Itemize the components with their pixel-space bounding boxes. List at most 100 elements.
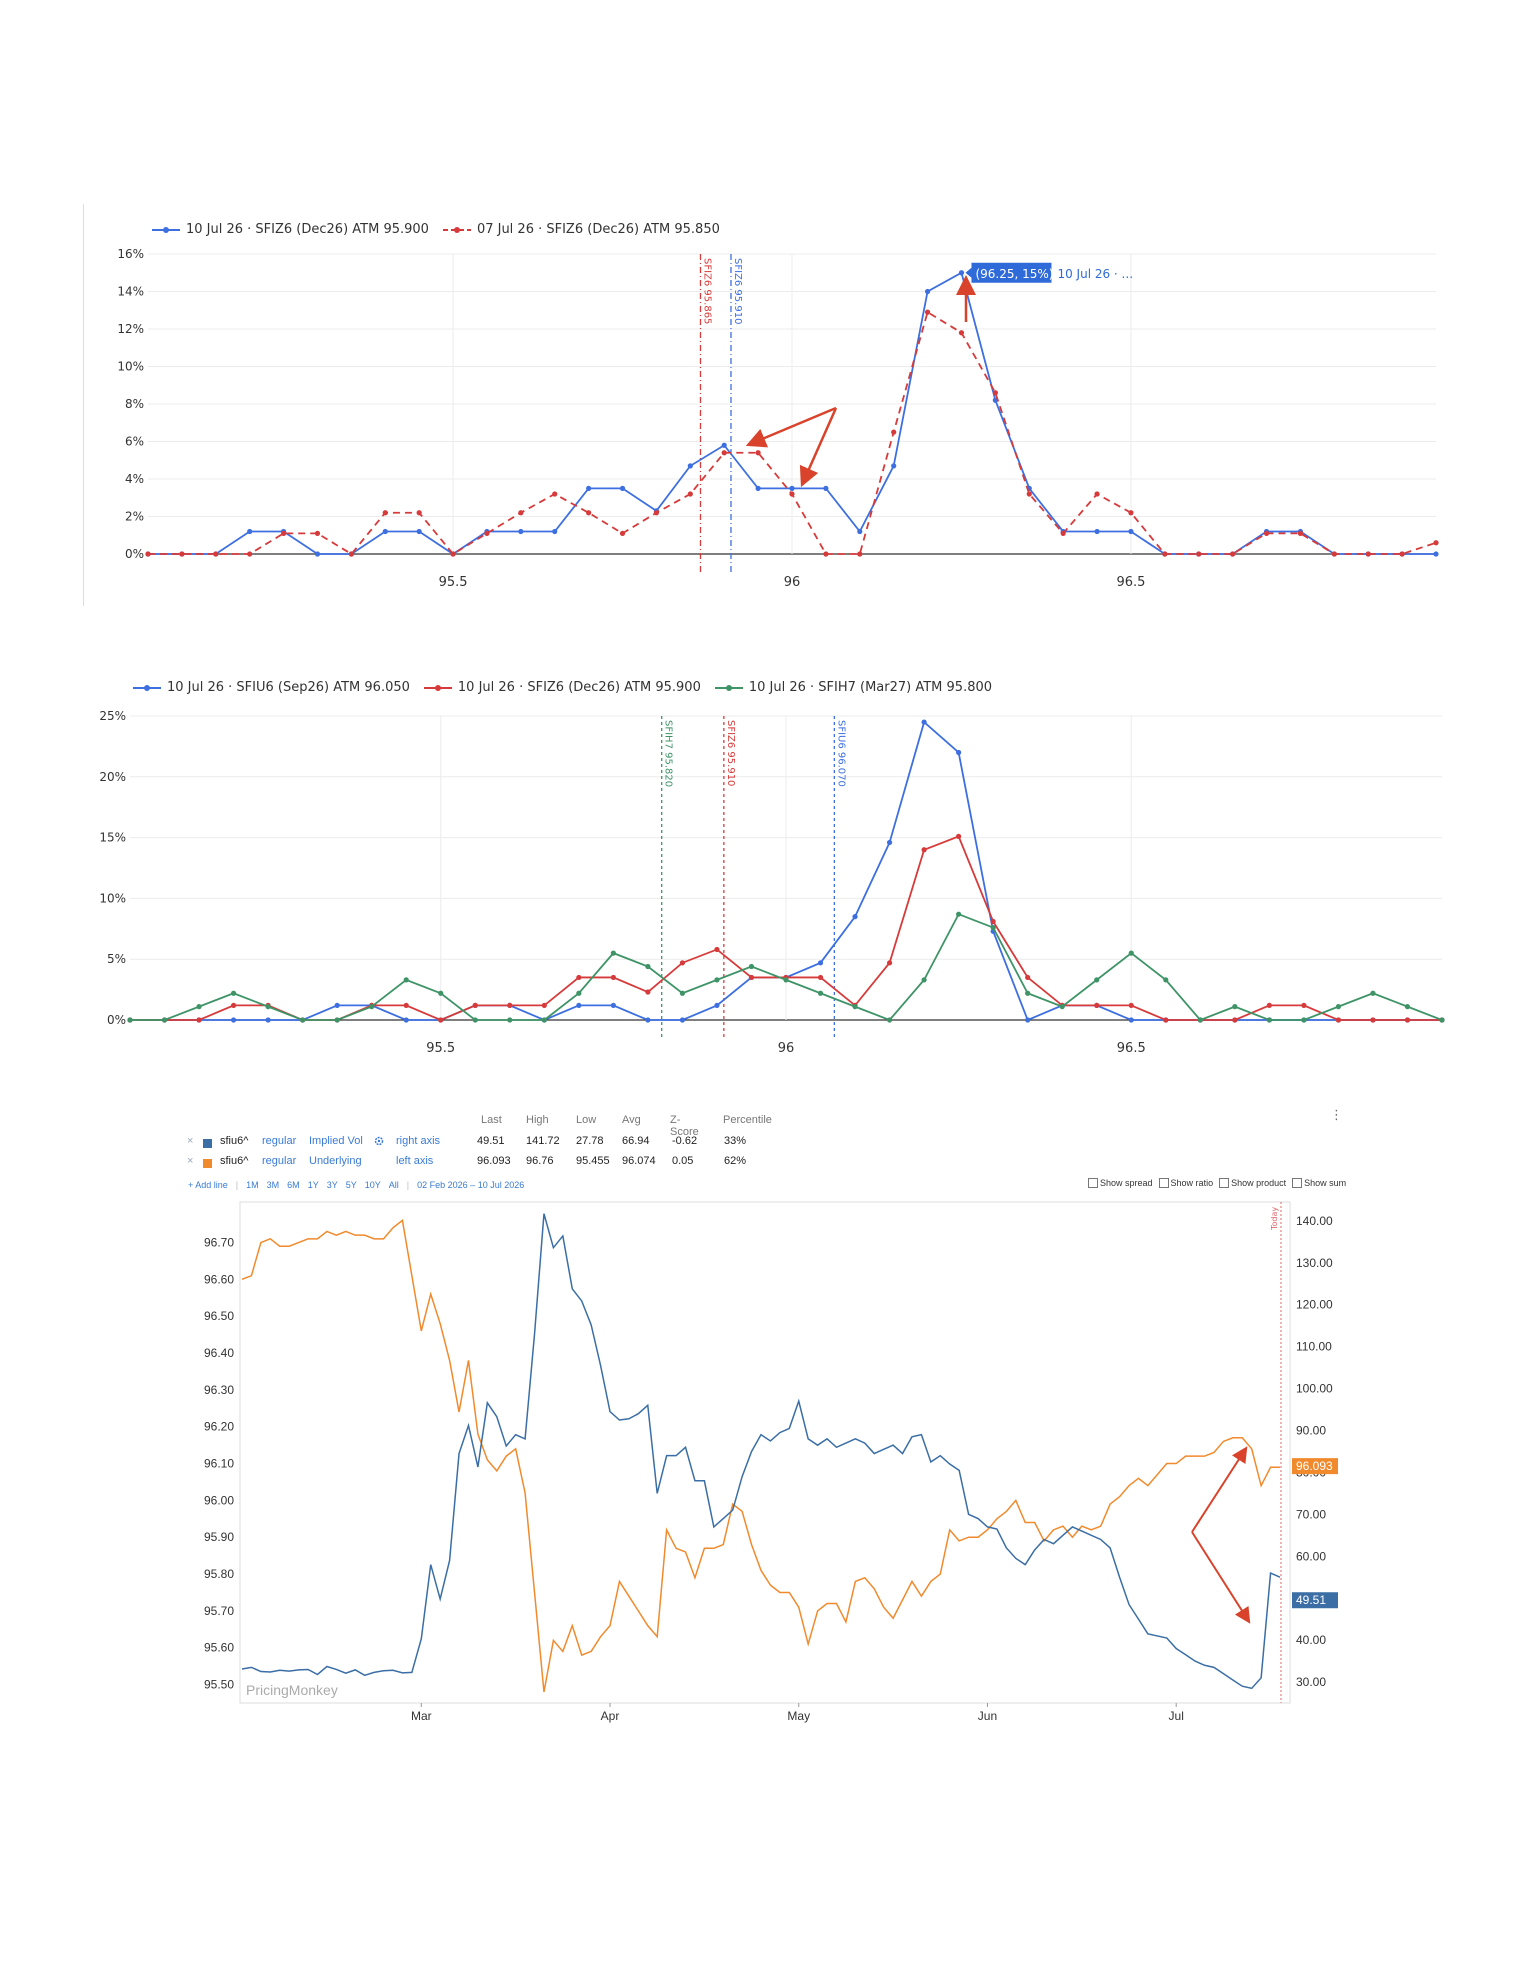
y-tick-label: 2% [125,510,144,524]
chart1-left-border [83,204,84,606]
data-point-1 [1433,551,1439,557]
vol-type-link[interactable]: regular [262,1135,297,1147]
range-3m-button[interactable]: 3M [266,1180,280,1190]
data-point-3 [1197,1017,1203,1023]
underlying-axis-link[interactable]: left axis [396,1155,434,1167]
y-tick-label: 10% [99,891,126,905]
annotation-arrow [745,406,837,448]
data-point-1 [817,960,824,966]
data-point-2 [1365,551,1371,557]
show-spread-checkbox[interactable]: Show spread [1088,1178,1153,1188]
range-5y-button[interactable]: 5Y [345,1180,357,1190]
data-point-1 [314,551,321,557]
data-point-2 [1162,551,1168,557]
gear-icon[interactable] [373,1135,385,1150]
chart2-legend-item-2[interactable]: 10 Jul 26 · SFIZ6 (Dec26) ATM 95.900 [423,680,701,695]
data-point-1 [721,442,727,448]
remove-line-icon[interactable]: × [187,1135,194,1147]
range-all-button[interactable]: All [388,1180,399,1190]
left-axis-tick: 95.70 [204,1604,234,1618]
y-tick-label: 12% [117,322,144,336]
header-low: Low [576,1114,597,1126]
chart1-legend: 10 Jul 26 · SFIZ6 (Dec26) ATM 95.900 07 … [152,222,720,237]
chart1-legend-item-2[interactable]: 07 Jul 26 · SFIZ6 (Dec26) ATM 95.850 [442,222,720,237]
data-point-2 [817,974,824,981]
blue-line-marker-icon [133,684,161,691]
data-point-2 [1399,551,1405,557]
show-ratio-checkbox[interactable]: Show ratio [1158,1178,1213,1188]
y-tick-label: 16% [117,247,144,261]
data-point-3 [1301,1017,1307,1023]
left-axis-tick: 96.00 [204,1493,234,1507]
data-point-1 [382,528,388,535]
show-sum-checkbox[interactable]: Show sum [1292,1178,1346,1188]
data-point-1 [416,528,422,535]
data-point-3 [1025,990,1031,996]
data-point-1 [518,528,524,535]
range-6m-button[interactable]: 6M [287,1180,300,1190]
chart2-plot[interactable]: 0% 5% 10% 15% 20% 25% 95.5 96 96.5 SFIH7 95.820 SF… [0,0,1530,1090]
chart1-plot[interactable]: 0% 2% 4% 6% 8% 10% 12% 14% 16% 95.5 96 96.5 SFIZ6 95… [0,0,1530,620]
data-point-1 [823,485,829,491]
data-point-1 [576,1002,582,1009]
data-point-2 [755,450,761,456]
chart2-legend-item-3[interactable]: 10 Jul 26 · SFIH7 (Mar27) ATM 95.800 [714,680,992,695]
vol-swatch [203,1137,216,1149]
header-last: Last [481,1114,502,1126]
range-1m-button[interactable]: 1M [246,1180,259,1190]
data-point-1 [886,839,893,846]
chart3-plot[interactable]: 96.70 96.60 96.50 96.40 96.30 96.20 96.10 96.00… [0,0,1530,1760]
vol-last-flag [1292,1592,1338,1609]
data-point-2 [1060,530,1066,536]
chart1-legend-label-2: 07 Jul 26 · SFIZ6 (Dec26) ATM 95.850 [476,222,720,237]
data-point-1 [857,528,863,535]
data-point-2 [230,1002,237,1009]
series-row-vol: × sfiu6^ regular Implied Vol right axis … [0,1135,900,1149]
header-percentile: Percentile [723,1114,772,1126]
atm-line-label: SFIZ6 95.865 [701,258,712,324]
data-point-3 [783,977,789,983]
chart1-legend-item-1[interactable]: 10 Jul 26 · SFIZ6 (Dec26) ATM 95.900 [152,222,429,237]
underlying-type-link[interactable]: regular [262,1155,297,1167]
plot-frame [239,1201,1291,1704]
data-point-1 [956,749,962,756]
data-point-2 [541,1002,547,1009]
data-point-1 [891,463,897,469]
range-1y-button[interactable]: 1Y [307,1180,319,1190]
date-range-picker[interactable]: 02 Feb 2026 – 10 Jul 2026 [417,1180,524,1190]
left-axis-tick: 95.90 [204,1530,234,1544]
data-point-1 [610,1002,616,1009]
vol-measure-link[interactable]: Implied Vol [309,1135,363,1147]
data-point-2 [247,551,253,557]
x-tick-label: 96 [784,575,801,590]
vol-axis-link[interactable]: right axis [396,1135,441,1147]
left-axis-tick: 96.40 [204,1346,234,1360]
x-tick-label: 96 [778,1041,795,1056]
data-point-2 [1094,1002,1100,1009]
data-point-2 [348,551,354,557]
data-point-1 [755,485,761,491]
data-point-3 [576,990,582,996]
data-point-2 [1433,540,1439,546]
show-product-checkbox[interactable]: Show product [1219,1178,1286,1188]
data-point-3 [679,990,686,996]
data-point-2 [484,530,490,536]
x-tick-label: 95.5 [439,575,468,590]
data-point-3 [886,1017,893,1023]
chart2-legend-item-1[interactable]: 10 Jul 26 · SFIU6 (Sep26) ATM 96.050 [133,680,410,695]
data-point-2 [1196,551,1202,557]
data-point-1 [619,485,626,491]
right-axis-tick: 140.00 [1296,1214,1333,1228]
more-menu-icon[interactable]: ⋮ [1330,1108,1343,1123]
range-3y-button[interactable]: 3Y [326,1180,338,1190]
data-point-2 [179,551,185,557]
underlying-measure-link[interactable]: Underlying [309,1155,362,1167]
chart2-legend-label-1: 10 Jul 26 · SFIU6 (Sep26) ATM 96.050 [167,680,410,695]
y-tick-label: 5% [107,952,126,966]
add-line-button[interactable]: + Add line [188,1180,228,1190]
header-avg: Avg [622,1114,641,1126]
data-point-3 [507,1017,513,1023]
data-point-2 [472,1002,478,1009]
range-10y-button[interactable]: 10Y [364,1180,381,1190]
remove-line-icon[interactable]: × [187,1155,194,1167]
